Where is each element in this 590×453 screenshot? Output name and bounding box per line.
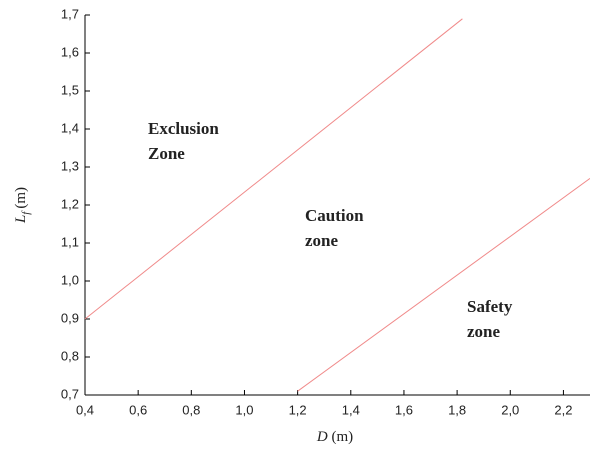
y-subscript: f	[20, 210, 32, 215]
y-tick-label: 0,7	[61, 386, 79, 401]
zone-label: zone	[305, 231, 339, 250]
zone-label: Exclusion	[148, 119, 219, 138]
y-tick-label: 1,1	[61, 234, 79, 249]
y-tick-label: 1,6	[61, 44, 79, 59]
x-symbol: D	[316, 429, 328, 445]
zone-label: Safety	[467, 297, 513, 316]
y-tick-label: 0,8	[61, 348, 79, 363]
y-tick-label: 1,3	[61, 158, 79, 173]
y-symbol: L	[13, 215, 29, 224]
zone-label: Zone	[148, 144, 185, 163]
series-line	[84, 18, 463, 320]
y-unit: (m)	[13, 187, 29, 209]
y-tick-label: 1,5	[61, 82, 79, 97]
x-tick-label: 1,8	[448, 402, 466, 417]
y-tick-label: 1,2	[61, 196, 79, 211]
x-axis-label: D (m)	[316, 429, 353, 445]
y-tick-label: 1,4	[61, 120, 79, 135]
y-axis-label: Lf(m)	[13, 187, 31, 224]
x-tick-label: 1,6	[395, 402, 413, 417]
y-tick-label: 1,0	[61, 272, 79, 287]
x-tick-label: 0,6	[129, 402, 147, 417]
zone-label: Caution	[305, 206, 364, 225]
series-line	[297, 177, 590, 392]
x-tick-label: 2,2	[554, 402, 572, 417]
x-tick-label: 2,0	[501, 402, 519, 417]
x-tick-label: 1,2	[289, 402, 307, 417]
x-tick-label: 0,8	[182, 402, 200, 417]
x-unit: (m)	[331, 429, 353, 445]
x-tick-label: 1,0	[235, 402, 253, 417]
zone-label: zone	[467, 322, 501, 341]
x-tick-label: 0,4	[76, 402, 94, 417]
y-tick-label: 0,9	[61, 310, 79, 325]
x-tick-label: 1,4	[342, 402, 360, 417]
y-tick-label: 1,7	[61, 6, 79, 21]
